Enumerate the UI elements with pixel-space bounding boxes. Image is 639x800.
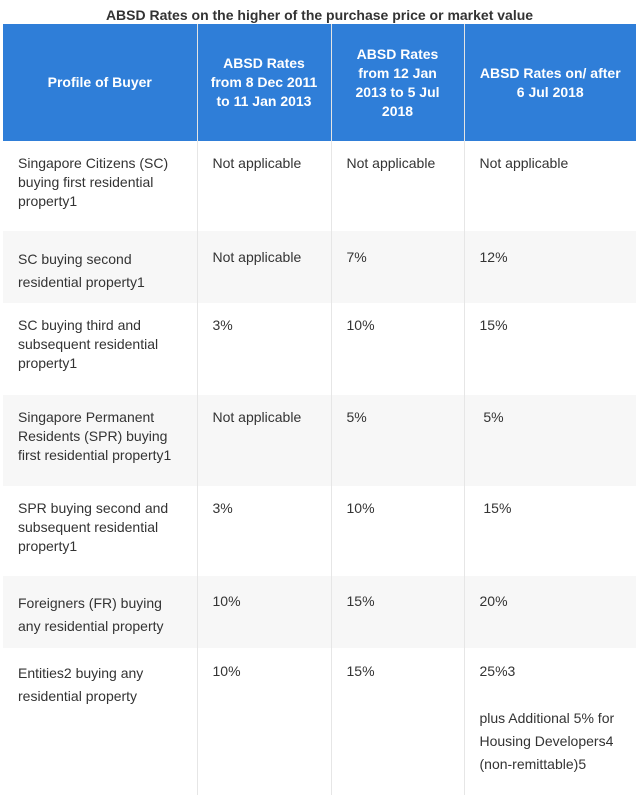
- cell-rate-2011: Not applicable: [197, 141, 332, 231]
- table-row: SC buying second residential property1 N…: [3, 231, 636, 303]
- cell-profile: SPR buying second and subsequent residen…: [3, 486, 198, 576]
- header-rates-2013-2018: ABSD Rates from 12 Jan 2013 to 5 Jul 201…: [331, 24, 465, 141]
- cell-profile: Singapore Citizens (SC) buying first res…: [3, 141, 198, 231]
- cell-rate-2011: Not applicable: [197, 231, 332, 303]
- cell-profile-text: SC buying second residential property1: [18, 251, 145, 290]
- table-row: Singapore Citizens (SC) buying first res…: [3, 141, 636, 231]
- cell-rate-2018: 20%: [464, 576, 636, 648]
- cell-rate-2013: Not applicable: [331, 141, 465, 231]
- cell-rate-2011: 3%: [197, 303, 332, 395]
- table-row: Entities2 buying any residential propert…: [3, 648, 636, 795]
- header-profile-of-buyer: Profile of Buyer: [3, 24, 198, 141]
- table-row: SPR buying second and subsequent residen…: [3, 486, 636, 576]
- cell-profile-text: Entities2 buying any residential propert…: [18, 665, 144, 704]
- table-body: Singapore Citizens (SC) buying first res…: [3, 141, 636, 795]
- cell-profile: SC buying second residential property1: [3, 231, 198, 303]
- table-header: Profile of Buyer ABSD Rates from 8 Dec 2…: [3, 24, 636, 141]
- cell-profile: Entities2 buying any residential propert…: [3, 648, 198, 795]
- cell-profile: Foreigners (FR) buying any residential p…: [3, 576, 198, 648]
- cell-rate-2013: 15%: [331, 648, 465, 795]
- cell-rate-2011: Not applicable: [197, 395, 332, 486]
- cell-rate-2011: 10%: [197, 576, 332, 648]
- cell-rate-2018-value: 25%3: [479, 663, 516, 679]
- cell-rate-2013: 10%: [331, 303, 465, 395]
- header-rates-after-2018: ABSD Rates on/ after 6 Jul 2018: [464, 24, 636, 141]
- cell-profile: Singapore Permanent Residents (SPR) buyi…: [3, 395, 198, 486]
- absd-rates-table: Profile of Buyer ABSD Rates from 8 Dec 2…: [3, 24, 636, 795]
- cell-rate-2018: 12%: [464, 231, 636, 303]
- cell-rate-2018: Not applicable: [464, 141, 636, 231]
- header-row: Profile of Buyer ABSD Rates from 8 Dec 2…: [3, 24, 636, 141]
- cell-profile-text: Foreigners (FR) buying any residential p…: [18, 595, 164, 634]
- cell-rate-2018: 5%: [464, 395, 636, 486]
- cell-rate-2018: 25%3 plus Additional 5% for Housing Deve…: [464, 648, 636, 795]
- table-row: Singapore Permanent Residents (SPR) buyi…: [3, 395, 636, 486]
- cell-rate-2013: 10%: [331, 486, 465, 576]
- table-caption: ABSD Rates on the higher of the purchase…: [105, 7, 534, 23]
- cell-rate-2013: 15%: [331, 576, 465, 648]
- cell-profile: SC buying third and subsequent residenti…: [3, 303, 198, 395]
- cell-rate-2013: 5%: [331, 395, 465, 486]
- cell-rate-2011: 3%: [197, 486, 332, 576]
- cell-rate-2018: 15%: [464, 486, 636, 576]
- table-row: SC buying third and subsequent residenti…: [3, 303, 636, 395]
- cell-rate-2013: 7%: [331, 231, 465, 303]
- table-row: Foreigners (FR) buying any residential p…: [3, 576, 636, 648]
- header-rates-2011-2013: ABSD Rates from 8 Dec 2011 to 11 Jan 201…: [197, 24, 332, 141]
- cell-rate-2018-note: plus Additional 5% for Housing Developer…: [479, 710, 615, 772]
- cell-rate-2011: 10%: [197, 648, 332, 795]
- cell-rate-2018: 15%: [464, 303, 636, 395]
